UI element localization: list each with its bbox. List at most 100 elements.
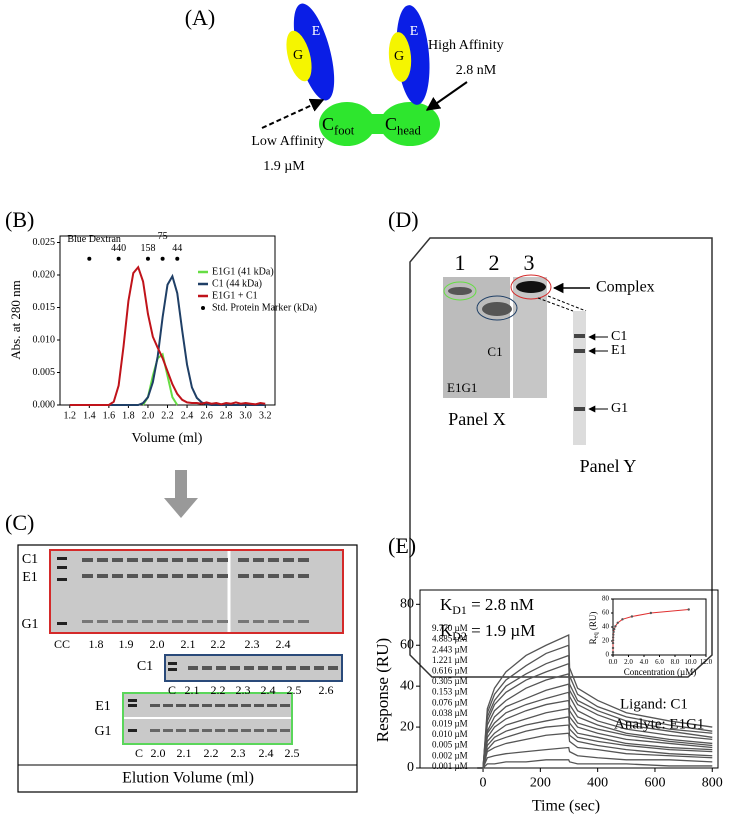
band	[217, 620, 228, 623]
point	[611, 636, 615, 639]
band	[150, 704, 160, 707]
point	[612, 627, 616, 631]
y-tick-label: 80	[602, 595, 610, 603]
band	[127, 620, 138, 623]
band	[215, 704, 225, 707]
marker-dot	[116, 256, 121, 261]
band	[253, 574, 264, 578]
band	[238, 558, 249, 562]
point	[614, 625, 617, 628]
plot-frame	[419, 589, 719, 769]
x-tick-label: 800	[702, 775, 723, 790]
x-tick-label: 2.0	[142, 410, 155, 421]
point	[616, 621, 619, 624]
x-axis-label: Volume (ml)	[132, 431, 203, 446]
lane-label: 2.2	[204, 746, 219, 760]
x-tick-label: 400	[587, 775, 608, 790]
label: 2.8 nM	[456, 63, 497, 78]
highlight	[510, 274, 552, 300]
marker-label: 44	[172, 243, 182, 254]
x-tick-label: 8.0	[671, 658, 680, 666]
lane-label: 2.2	[211, 637, 226, 651]
band	[238, 574, 249, 578]
legend-label: E1G1 + C1	[212, 290, 258, 301]
band	[238, 620, 249, 623]
band	[298, 574, 309, 578]
x-axis-label: Concentration (µM)	[624, 667, 696, 677]
band	[298, 620, 309, 623]
band	[202, 666, 212, 670]
label: Low Affinity	[251, 134, 324, 149]
band	[168, 662, 177, 665]
lane-label: 2.1	[185, 683, 200, 697]
band	[328, 666, 338, 670]
gel	[443, 277, 510, 398]
band	[268, 620, 279, 623]
panel-label: (B)	[5, 207, 34, 232]
legend-label: E1G1 (41 kDa)	[212, 266, 274, 277]
band	[97, 620, 108, 623]
band	[128, 704, 137, 707]
band	[82, 574, 93, 578]
data-line	[477, 644, 713, 769]
band	[253, 620, 264, 623]
label: KD2 = 1.9 µM	[440, 621, 535, 643]
band	[82, 558, 93, 562]
band	[176, 729, 186, 732]
legend-label: 0.001 µM	[432, 761, 468, 771]
legend-label: 0.616 µM	[432, 665, 468, 675]
legend-label: 4.885 µM	[432, 634, 468, 644]
lane-label: 1	[455, 250, 466, 275]
band	[57, 557, 67, 560]
band	[202, 729, 212, 732]
legend-label: 2.443 µM	[432, 644, 468, 654]
label-part: D2	[452, 629, 467, 643]
label-part: K	[440, 621, 453, 640]
y-tick-label: 60	[602, 609, 610, 617]
band-label: E1	[95, 699, 111, 714]
band	[286, 666, 296, 670]
x-tick-label: 3.2	[259, 410, 272, 421]
band	[188, 666, 198, 670]
point	[630, 615, 634, 618]
lane-label: C	[168, 683, 176, 697]
label-part: R	[588, 638, 598, 644]
marker-dot	[175, 256, 180, 261]
flow-arrow-head	[164, 498, 198, 518]
fit-line	[612, 609, 689, 653]
band	[163, 729, 173, 732]
lane-label: 2.6	[319, 683, 334, 697]
band	[150, 729, 160, 732]
x-tick-label: 2.0	[624, 658, 633, 666]
zoom-line	[547, 295, 587, 312]
point	[611, 651, 615, 654]
panel-frame	[17, 544, 358, 793]
band	[176, 704, 186, 707]
data-line	[477, 662, 713, 769]
lane-label: 2.1	[181, 637, 196, 651]
highlight	[476, 295, 518, 321]
x-tick-label: 2.8	[220, 410, 233, 421]
band	[157, 574, 168, 578]
data-line	[477, 746, 713, 769]
legend-label: 0.038 µM	[432, 708, 468, 718]
dashed-arrow	[261, 98, 325, 129]
band	[280, 729, 290, 732]
x-tick-label: 600	[644, 775, 665, 790]
panel-label: (A)	[185, 5, 216, 30]
lane-label: CC	[54, 637, 70, 651]
x-tick-label: 2.2	[161, 410, 174, 421]
panel-title: Panel X	[448, 409, 506, 429]
data-line	[477, 716, 713, 769]
band	[128, 699, 137, 702]
band	[202, 704, 212, 707]
point	[611, 641, 615, 645]
legend-swatch	[201, 306, 205, 310]
point	[649, 611, 653, 615]
label: G1	[611, 401, 628, 416]
band	[202, 558, 213, 562]
lane-label: 2.3	[236, 683, 251, 697]
data-line	[477, 634, 713, 769]
label: Cfoot	[322, 114, 355, 137]
